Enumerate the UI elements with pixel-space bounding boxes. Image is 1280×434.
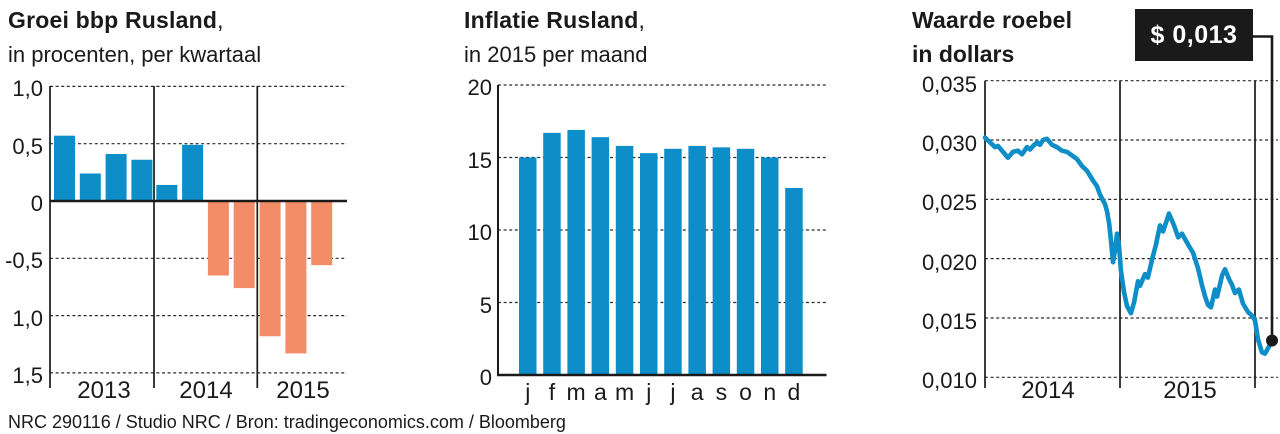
credit-line: NRC 290116 / Studio NRC / Bron: tradinge… (8, 412, 566, 432)
gdp-bar (259, 201, 281, 337)
ruble-y-tick-label: 0,030 (921, 131, 977, 157)
inflation-month-label: f (548, 379, 556, 405)
inflation-bar (519, 157, 537, 375)
ruble-year-label: 2014 (1021, 377, 1075, 404)
ruble-title: Waarde roebel (912, 7, 1073, 33)
value-badge-label: $ 0,013 (1150, 20, 1238, 49)
gdp-y-tick-label: 1,0 (12, 305, 43, 331)
end-point-dot (1266, 334, 1279, 347)
inflation-bar (615, 145, 634, 375)
gdp-bar (79, 173, 101, 201)
gdp-y-tick-label: 0 (30, 191, 43, 216)
inflation-bar (736, 148, 755, 375)
inflation-bar (785, 187, 803, 375)
gdp-title-line: Groei bbp Rusland, (8, 5, 261, 39)
inflation-month-label: d (787, 379, 801, 405)
ruble-year-label: 2015 (1163, 377, 1217, 404)
value-badge: $ 0,013 (1135, 9, 1253, 61)
inflation-bar (712, 147, 731, 375)
gdp-y-tick-label: 0,5 (12, 133, 43, 159)
gdp-title-comma: , (217, 7, 224, 33)
gdp-bar (105, 154, 127, 201)
inflation-title-comma: , (638, 7, 646, 33)
inflation-month-label: a (690, 379, 704, 405)
gdp-bar (311, 201, 333, 266)
gdp-bar (182, 144, 204, 201)
gdp-year-label: 2014 (179, 377, 233, 404)
inflation-title: Inflatie Rusland (464, 7, 639, 33)
ruble-y-tick-label: 0,015 (921, 308, 977, 334)
inflation-title-line: Inflatie Rusland, (464, 5, 647, 39)
ruble-y-tick-label: 0,025 (921, 190, 977, 216)
gdp-y-tick-label: 1,0 (12, 76, 43, 102)
ruble-chart-title: Waarde roebel in dollars (912, 5, 1072, 70)
gdp-y-tick-label: -0,5 (5, 248, 43, 274)
ruble-y-tick-label: 0,020 (921, 249, 977, 275)
inflation-bar (640, 153, 658, 375)
inflation-y-tick-label: 20 (467, 75, 492, 100)
inflation-bar (688, 145, 706, 375)
gdp-chart-title: Groei bbp Rusland, in procenten, per kwa… (8, 5, 261, 70)
ruble-y-tick-label: 0,035 (921, 71, 977, 97)
inflation-subtitle: in 2015 per maand (464, 42, 648, 67)
inflation-month-label: n (763, 379, 777, 405)
callout-connector-line (1253, 35, 1274, 341)
inflation-month-label: s (715, 379, 728, 405)
inflation-y-tick-label: 0 (479, 365, 492, 390)
inflation-month-label: a (593, 379, 607, 405)
inflation-bar (664, 148, 682, 375)
gdp-bar (156, 184, 178, 201)
gdp-bar (207, 201, 229, 276)
gdp-bar (285, 201, 307, 354)
gdp-y-tick-label: 1,5 (12, 362, 43, 388)
inflation-bar (591, 137, 610, 375)
inflation-y-tick-label: 15 (467, 147, 492, 173)
inflation-month-label: j (670, 379, 676, 405)
gdp-bar (54, 135, 75, 201)
inflation-bar (543, 132, 561, 375)
inflation-month-label: m (614, 379, 635, 405)
inflation-month-label: j (646, 379, 652, 405)
ruble-line (982, 135, 1275, 356)
gdp-title: Groei bbp Rusland (8, 7, 218, 33)
inflation-month-label: o (739, 379, 752, 405)
gdp-bar (131, 159, 153, 201)
inflation-chart-title: Inflatie Rusland, in 2015 per maand (464, 5, 647, 70)
inflation-y-tick-label: 10 (467, 220, 492, 245)
ruble-subtitle: in dollars (912, 41, 1015, 67)
inflation-bar (567, 129, 585, 375)
gdp-year-label: 2015 (276, 377, 330, 404)
inflation-month-label: j (525, 379, 531, 405)
inflation-month-label: m (566, 379, 586, 405)
ruble-y-tick-label: 0,010 (921, 368, 977, 394)
inflation-bar (761, 157, 779, 375)
gdp-year-label: 2013 (77, 377, 131, 404)
ruble-title-line: Waarde roebel (912, 5, 1072, 39)
gdp-subtitle: in procenten, per kwartaal (8, 42, 262, 67)
gdp-bar (233, 201, 255, 289)
inflation-y-tick-label: 5 (479, 292, 492, 318)
